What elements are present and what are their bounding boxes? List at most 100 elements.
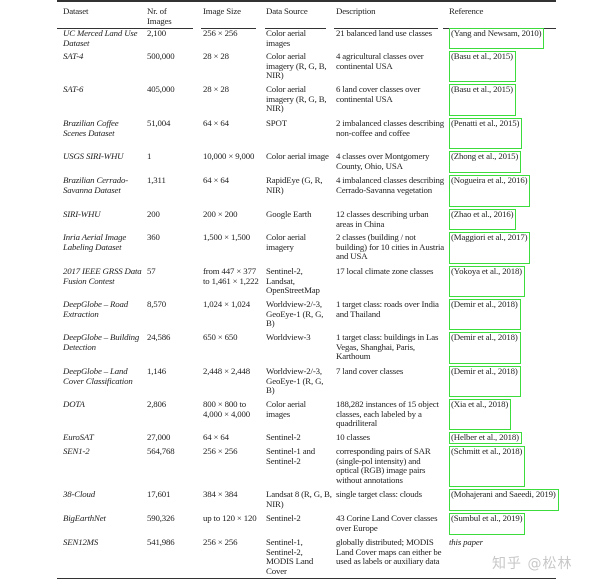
reference-cell: (Basu et al., 2015) (451, 84, 513, 94)
description-cell: 21 balanced land use classes (336, 28, 432, 38)
source-cell: Color aerial imagery (R, G, B, NIR) (266, 51, 327, 81)
dataset-cell: Brazilian Coffee Scenes Dataset (63, 118, 119, 138)
images-cell: 500,000 (147, 51, 175, 61)
header-images: Nr. of Images (147, 6, 172, 26)
description-cell: 17 local climate zone classes (336, 266, 434, 276)
description-cell: 4 agricultural classes over continental … (336, 51, 424, 71)
header-rule (334, 28, 438, 29)
table-row: DeepGlobe – Road Extraction 8,570 1,024 × … (0, 299, 600, 333)
size-cell: 256 × 256 (203, 446, 238, 456)
header-dataset: Dataset (63, 6, 89, 16)
size-cell: 256 × 256 (203, 28, 238, 38)
reference-cell: (Helber et al., 2018) (451, 432, 519, 442)
reference-cell: (Basu et al., 2015) (451, 51, 513, 61)
dataset-cell: EuroSAT (63, 432, 94, 442)
size-cell: 384 × 384 (203, 489, 238, 499)
description-cell: corresponding pairs of SAR (single-pol i… (336, 446, 431, 486)
reference-cell: (Penatti et al., 2015) (451, 118, 520, 128)
dataset-cell: Brazilian Cerrado-Savanna Dataset (63, 175, 128, 195)
table-row: SEN1-2 564,768 256 × 256 Sentinel-1 and Sen… (0, 446, 600, 490)
source-cell: Worldview-2/-3, GeoEye-1 (R, G, B) (266, 366, 324, 396)
source-cell: Color aerial image (266, 151, 329, 161)
dataset-cell: USGS SIRI-WHU (63, 151, 124, 161)
header-description: Description (336, 6, 376, 16)
size-cell: 1,024 × 1,024 (203, 299, 250, 309)
reference-column-cell: (Schmitt et al., 2018) (449, 446, 600, 490)
reference-cell: (Nogueira et al., 2016) (451, 175, 528, 185)
size-cell: 28 × 28 (203, 51, 229, 61)
source-cell: RapidEye (G, R, NIR) (266, 175, 323, 195)
images-cell: 8,570 (147, 299, 167, 309)
size-cell: 1,500 × 1,500 (203, 232, 250, 242)
source-cell: SPOT (266, 118, 287, 128)
dataset-cell: SIRI-WHU (63, 209, 101, 219)
reference-column-cell: (Maggiori et al., 2017) (449, 232, 600, 267)
reference-column-cell: (Mohajerani and Saeedi, 2019) (449, 489, 600, 514)
reference-cell: (Schmitt et al., 2018) (451, 446, 523, 456)
images-cell: 51,004 (147, 118, 171, 128)
reference-column-cell: (Yokoya et al., 2018) (449, 266, 600, 300)
source-cell: Sentinel-1, Sentinel-2, MODIS Land Cover (266, 537, 314, 577)
source-cell: Sentinel-1 and Sentinel-2 (266, 446, 315, 466)
reference-column-cell: (Yang and Newsam, 2010) (449, 28, 600, 52)
description-cell: 7 land cover classes (336, 366, 404, 376)
size-cell: 10,000 × 9,000 (203, 151, 255, 161)
source-cell: Landsat 8 (R, G, B, NIR) (266, 489, 332, 509)
size-cell: 650 × 650 (203, 332, 238, 342)
reference-column-cell: (Demir et al., 2018) (449, 332, 600, 367)
reference-column-cell: (Demir et al., 2018) (449, 366, 600, 400)
source-cell: Color aerial images (266, 28, 306, 48)
table-body: UC Merced Land Use Dataset 2,100 256 × 256… (0, 28, 600, 577)
table-row: DeepGlobe – Building Detection 24,586 650 … (0, 332, 600, 367)
table-row: DOTA 2,806 800 × 800 to 4,000 × 4,000 Color… (0, 399, 600, 433)
reference-column-cell: (Basu et al., 2015) (449, 84, 600, 119)
source-cell: Sentinel-2, Landsat, OpenStreetMap (266, 266, 320, 296)
size-cell: 256 × 256 (203, 537, 238, 547)
table-row: SEN12MS 541,986 256 × 256 Sentinel-1, Senti… (0, 537, 600, 577)
dataset-cell: DeepGlobe – Land Cover Classification (63, 366, 133, 386)
table-row: SAT-6 405,000 28 × 28 Color aerial imagery … (0, 84, 600, 119)
size-cell: 200 × 200 (203, 209, 238, 219)
header-reference: Reference (449, 6, 484, 16)
reference-cell: (Yang and Newsam, 2010) (451, 28, 542, 38)
top-rule (57, 0, 556, 2)
description-cell: 4 classes over Montgomery County, Ohio, … (336, 151, 430, 171)
source-cell: Google Earth (266, 209, 312, 219)
reference-cell: (Zhong et al., 2015) (451, 151, 519, 161)
description-cell: 1 target class: buildings in Las Vegas, … (336, 332, 439, 362)
images-cell: 24,586 (147, 332, 171, 342)
reference-cell: (Zhao et al., 2016) (451, 209, 514, 219)
source-cell: Color aerial imagery (266, 232, 306, 252)
reference-column-cell: (Zhao et al., 2016) (449, 209, 600, 233)
images-cell: 360 (147, 232, 160, 242)
table-row: Inria Aerial Image Labeling Dataset 360 1,… (0, 232, 600, 267)
source-cell: Worldview-3 (266, 332, 311, 342)
description-cell: 4 imbalanced classes describing Cerrado-… (336, 175, 444, 195)
reference-cell: (Mohajerani and Saeedi, 2019) (451, 489, 556, 499)
header-rule (201, 28, 256, 29)
images-cell: 405,000 (147, 84, 175, 94)
table-row: USGS SIRI-WHU 1 10,000 × 9,000 Color aerial… (0, 151, 600, 176)
reference-cell: (Yokoya et al., 2018) (451, 266, 522, 276)
size-cell: 800 × 800 to 4,000 × 4,000 (203, 399, 250, 419)
table-row: SIRI-WHU 200 200 × 200 Google Earth 12 class… (0, 209, 600, 233)
description-cell: 1 target class: roads over India and Tha… (336, 299, 439, 319)
dataset-cell: DeepGlobe – Road Extraction (63, 299, 129, 319)
dataset-cell: SEN1-2 (63, 446, 90, 456)
reference-cell: (Demir et al., 2018) (451, 332, 518, 342)
description-cell: 10 classes (336, 432, 370, 442)
images-cell: 1,146 (147, 366, 167, 376)
size-cell: 28 × 28 (203, 84, 229, 94)
dataset-cell: 2017 IEEE GRSS Data Fusion Contest (63, 266, 142, 286)
table-row: EuroSAT 27,000 64 × 64 Sentinel-2 10 classes… (0, 432, 600, 447)
reference-column-cell: this paper (449, 537, 600, 577)
images-cell: 57 (147, 266, 156, 276)
dataset-cell: SEN12MS (63, 537, 99, 547)
table-row: UC Merced Land Use Dataset 2,100 256 × 256… (0, 28, 600, 52)
source-cell: Sentinel-2 (266, 432, 301, 442)
source-cell: Sentinel-2 (266, 513, 301, 523)
size-cell: 64 × 64 (203, 432, 229, 442)
images-cell: 2,806 (147, 399, 167, 409)
table-row: DeepGlobe – Land Cover Classification 1,1… (0, 366, 600, 400)
header-source: Data Source (266, 6, 308, 16)
